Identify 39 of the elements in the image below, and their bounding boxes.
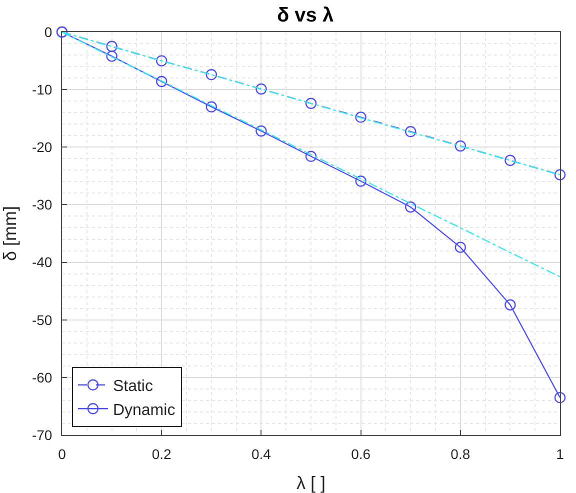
x-tick-label: 0.8 — [450, 446, 470, 462]
legend-label: Dynamic — [112, 402, 176, 419]
x-tick-label: 1 — [556, 446, 564, 462]
y-tick-label: -30 — [32, 196, 52, 213]
y-tick-label: -40 — [32, 254, 52, 270]
point — [405, 201, 416, 213]
point — [305, 98, 317, 109]
x-tick-label: 0 — [58, 446, 66, 462]
y-tick-label: -20 — [32, 139, 52, 156]
y-tick-label: -10 — [32, 81, 52, 98]
point — [554, 392, 566, 404]
point — [106, 50, 118, 62]
point — [206, 101, 217, 112]
point — [355, 176, 366, 187]
point — [504, 154, 516, 166]
point — [305, 150, 317, 162]
y-tick-label: -50 — [32, 312, 52, 328]
chart-title: δ vs λ — [276, 4, 334, 26]
y-tick-label: -70 — [32, 426, 52, 443]
x-axis-title: λ [ ] — [296, 473, 326, 493]
point — [355, 112, 366, 123]
y-tick-label: -60 — [32, 369, 52, 386]
point — [256, 83, 267, 95]
point — [454, 242, 466, 253]
x-tick-label: 0.6 — [351, 446, 371, 462]
point — [256, 125, 267, 137]
point — [405, 126, 416, 138]
y-axis-title: δ [mm] — [0, 206, 20, 262]
point — [554, 169, 566, 180]
point — [454, 140, 466, 152]
x-tick-label: 0.4 — [251, 446, 272, 462]
legend-label: Static — [112, 378, 153, 396]
point — [156, 55, 168, 66]
point — [106, 40, 118, 52]
y-tick-label: 0 — [44, 24, 52, 40]
x-tick-label: 0.2 — [152, 446, 172, 462]
point — [156, 76, 168, 88]
point — [206, 69, 217, 80]
point — [504, 299, 516, 310]
